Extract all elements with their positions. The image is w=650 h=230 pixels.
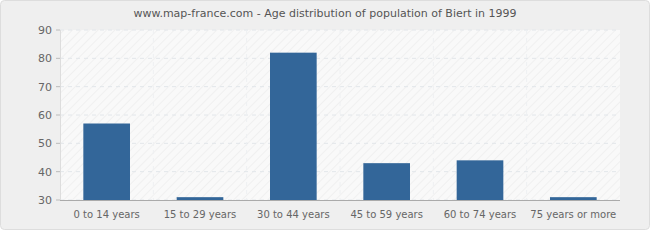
bars xyxy=(83,53,596,200)
bar xyxy=(270,53,317,200)
grid-line xyxy=(60,115,620,116)
grid-line-vertical xyxy=(526,30,527,200)
x-tick-label: 30 to 44 years xyxy=(257,209,330,220)
y-tick-label: 30 xyxy=(38,194,52,207)
grid-line-vertical xyxy=(246,30,247,200)
grid-line-vertical xyxy=(433,30,434,200)
bar xyxy=(83,124,130,201)
grid-line xyxy=(60,171,620,172)
y-tick-label: 60 xyxy=(38,109,52,122)
x-tick-label: 60 to 74 years xyxy=(444,209,517,220)
chart: www.map-france.com - Age distribution of… xyxy=(0,0,650,230)
title: www.map-france.com - Age distribution of… xyxy=(133,7,516,20)
y-tick-label: 90 xyxy=(38,24,52,37)
y-tick-label: 70 xyxy=(38,81,52,94)
y-tick-label: 50 xyxy=(38,137,52,150)
tick-mark xyxy=(56,58,60,59)
plot-area xyxy=(60,30,620,200)
tick-mark xyxy=(56,115,60,116)
grid-line-vertical xyxy=(153,30,154,200)
background xyxy=(1,1,650,230)
bar xyxy=(457,160,504,200)
bar xyxy=(363,163,410,200)
bar xyxy=(177,197,224,200)
x-tick-label: 0 to 14 years xyxy=(74,209,140,220)
grid-line-vertical xyxy=(340,30,341,200)
bar xyxy=(550,197,597,200)
x-axis xyxy=(60,200,620,201)
x-tick-label: 45 to 59 years xyxy=(350,209,423,220)
tick-mark xyxy=(56,143,60,144)
tick-mark xyxy=(56,30,60,31)
x-tick-label: 75 years or more xyxy=(530,209,616,220)
tick-mark xyxy=(56,86,60,87)
y-tick-label: 40 xyxy=(38,166,52,179)
y-axis xyxy=(60,30,61,200)
tick-mark xyxy=(56,200,60,201)
y-tick-label: 80 xyxy=(38,52,52,65)
x-tick-label: 15 to 29 years xyxy=(164,209,237,220)
tick-mark xyxy=(56,171,60,172)
chart-wrapper: www.map-france.com - Age distribution of… xyxy=(0,0,650,230)
